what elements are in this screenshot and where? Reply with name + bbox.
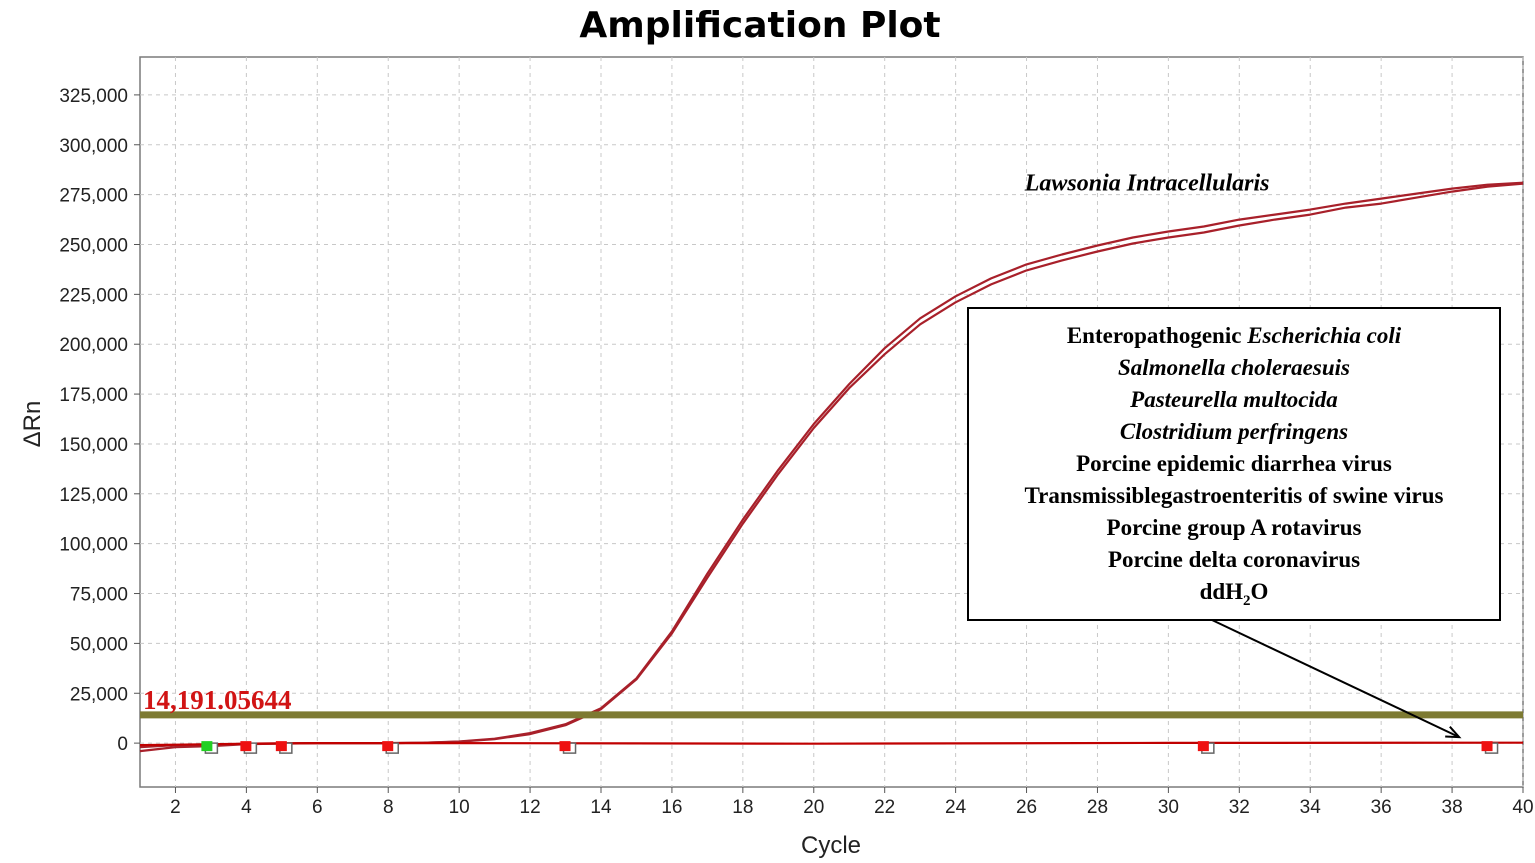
annotation-group: Enteropathogenic Escherichia coli Salmone… bbox=[967, 307, 1501, 739]
x-tick-label: 36 bbox=[1371, 797, 1392, 818]
annotation-line: ddH2O bbox=[1200, 579, 1269, 609]
y-axis: 0 25,000 50,000 75,000 100,000 125,000 150,000… bbox=[59, 86, 140, 755]
cycle-marker[interactable] bbox=[240, 741, 252, 752]
y-tick-label: 25,000 bbox=[70, 684, 128, 705]
y-tick-label: 175,000 bbox=[59, 385, 128, 406]
x-tick-label: 18 bbox=[732, 797, 753, 818]
y-axis-label: ΔRn bbox=[19, 401, 46, 448]
y-tick-label: 100,000 bbox=[59, 535, 128, 556]
x-tick-label: 22 bbox=[874, 797, 895, 818]
y-tick-label: 125,000 bbox=[59, 485, 128, 506]
x-axis: 2 4 6 8 10 12 14 16 18 20 22 24 26 28 30 32 34 36 38 40 bbox=[170, 787, 1534, 818]
threshold-label: 14,191.05644 bbox=[143, 685, 292, 715]
cycle-marker[interactable] bbox=[559, 741, 571, 752]
line-label-group: Lawsonia Intracellularis bbox=[1024, 171, 1270, 197]
y-tick-label: 325,000 bbox=[59, 86, 128, 107]
annotation-line: Clostridium perfringens bbox=[1120, 419, 1348, 444]
annotation-line: Salmonella choleraesuis bbox=[1118, 355, 1350, 380]
y-tick-label: 250,000 bbox=[59, 235, 128, 256]
x-tick-label: 24 bbox=[945, 797, 967, 818]
annotation-box bbox=[967, 307, 1501, 621]
threshold-group: 14,191.05644 bbox=[140, 685, 1523, 719]
x-tick-label: 40 bbox=[1512, 797, 1533, 818]
y-tick-label: 75,000 bbox=[70, 585, 128, 606]
x-tick-label: 20 bbox=[803, 797, 824, 818]
annotation-line: Porcine epidemic diarrhea virus bbox=[1076, 451, 1392, 476]
x-tick-label: 8 bbox=[383, 797, 394, 818]
annotation-line: Porcine group A rotavirus bbox=[1107, 515, 1362, 540]
x-tick-label: 28 bbox=[1087, 797, 1108, 818]
x-tick-label: 10 bbox=[449, 797, 470, 818]
x-tick-label: 6 bbox=[312, 797, 323, 818]
x-tick-label: 16 bbox=[661, 797, 682, 818]
y-tick-label: 50,000 bbox=[70, 634, 128, 655]
cycle-marker[interactable] bbox=[275, 741, 287, 752]
x-tick-label: 4 bbox=[241, 797, 252, 818]
chart-title: Amplification Plot bbox=[579, 5, 940, 46]
annotation-arrowhead bbox=[1445, 726, 1462, 739]
annotation-line: Enteropathogenic Escherichia coli bbox=[1067, 323, 1402, 348]
y-tick-label: 275,000 bbox=[59, 186, 128, 207]
y-tick-label: 150,000 bbox=[59, 435, 128, 456]
annotation-line: Porcine delta coronavirus bbox=[1108, 547, 1360, 572]
y-tick-label: 0 bbox=[117, 734, 128, 755]
y-tick-label: 300,000 bbox=[59, 136, 128, 157]
y-tick-label: 225,000 bbox=[59, 285, 128, 306]
y-tick-label: 200,000 bbox=[59, 335, 128, 356]
annotation-line: Transmissiblegastroenteritis of swine vi… bbox=[1025, 483, 1444, 508]
x-tick-label: 2 bbox=[170, 797, 181, 818]
annotation-line: Pasteurella multocida bbox=[1129, 387, 1338, 412]
x-tick-label: 38 bbox=[1442, 797, 1463, 818]
x-tick-label: 26 bbox=[1016, 797, 1037, 818]
x-tick-label: 32 bbox=[1229, 797, 1250, 818]
cycle-marker[interactable] bbox=[201, 741, 213, 752]
cycle-marker[interactable] bbox=[382, 741, 394, 752]
x-tick-label: 34 bbox=[1300, 797, 1322, 818]
cycle-marker[interactable] bbox=[1481, 741, 1493, 752]
series-annotation-label: Lawsonia Intracellularis bbox=[1024, 171, 1270, 197]
cycle-marker[interactable] bbox=[1197, 741, 1209, 752]
x-tick-label: 14 bbox=[590, 797, 612, 818]
annotation-arrow bbox=[1211, 619, 1460, 739]
x-tick-label: 30 bbox=[1158, 797, 1179, 818]
marker-group bbox=[201, 741, 1499, 754]
x-tick-label: 12 bbox=[520, 797, 541, 818]
x-axis-label: Cycle bbox=[801, 832, 861, 859]
